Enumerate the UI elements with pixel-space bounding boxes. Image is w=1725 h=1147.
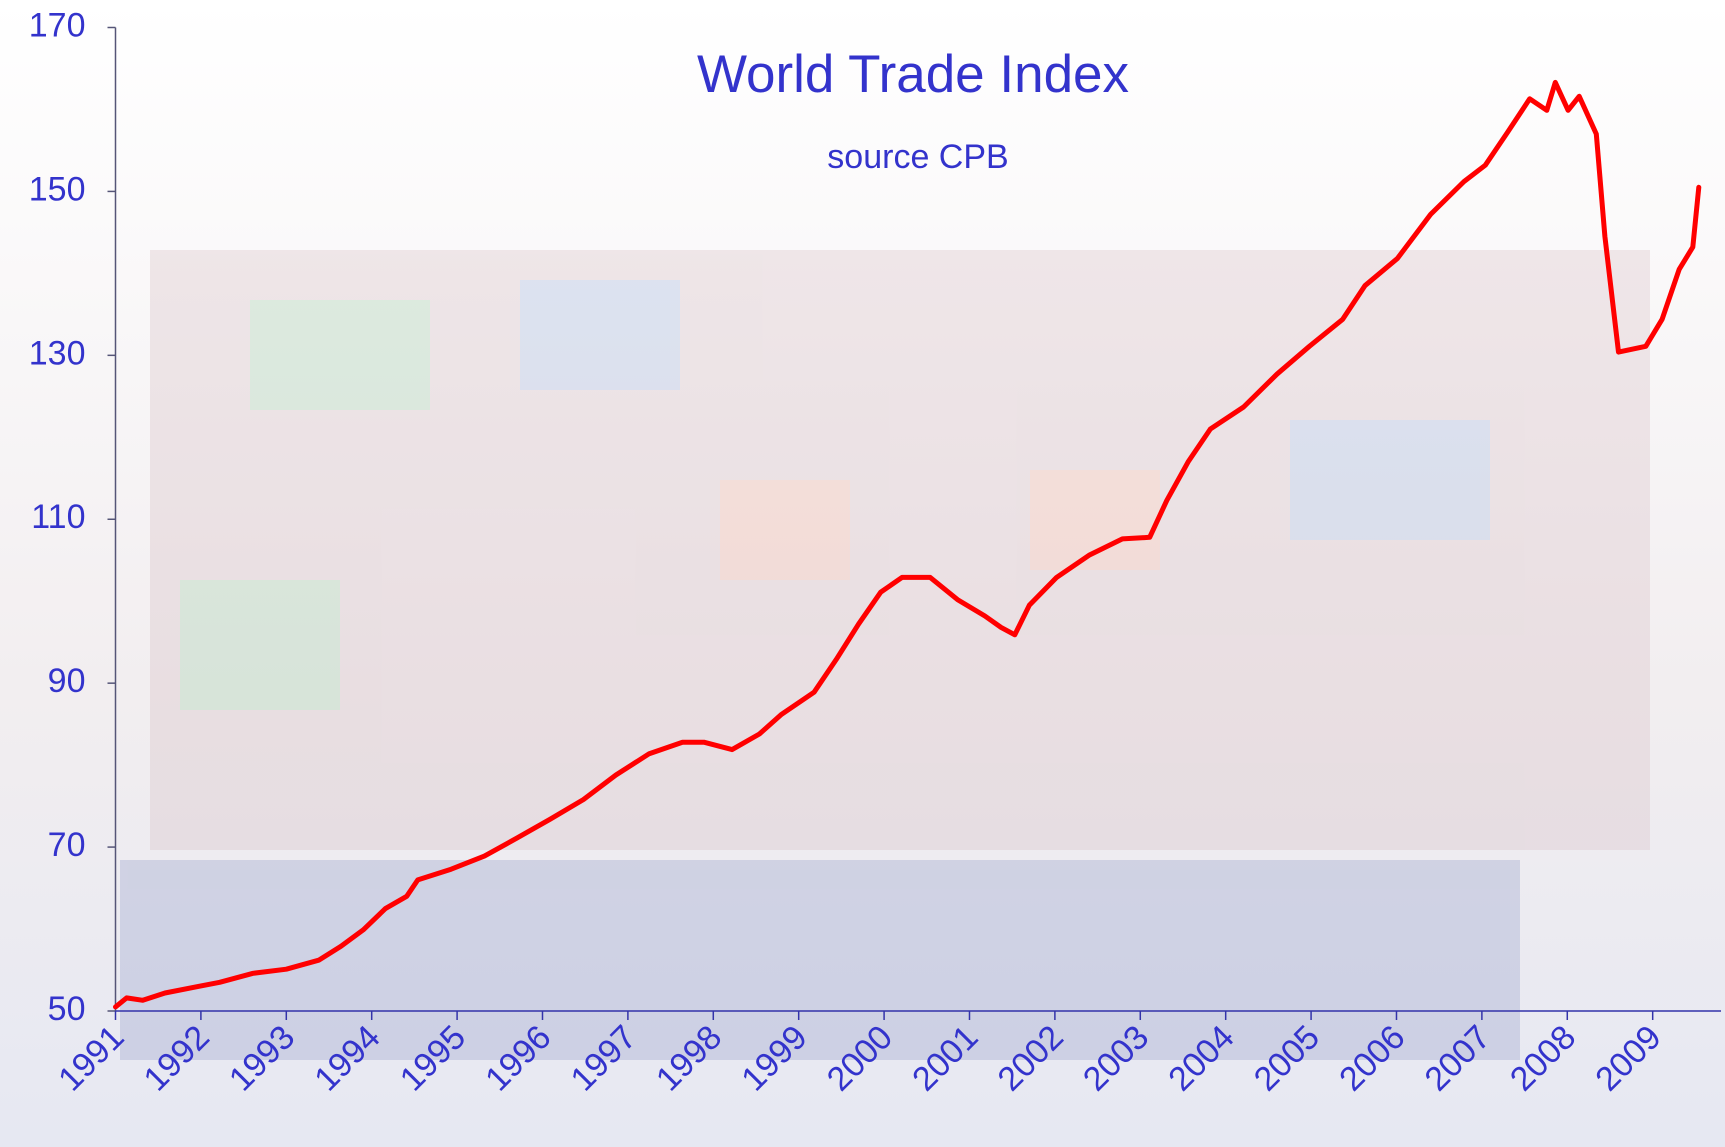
- y-tick-label: 150: [29, 170, 86, 208]
- chart-subtitle: source CPB: [827, 138, 1008, 176]
- data-line: [113, 79, 1702, 1010]
- y-tick-label: 90: [48, 662, 86, 700]
- y-tick-label: 50: [48, 990, 86, 1028]
- chart-title: World Trade Index: [697, 45, 1129, 104]
- y-tick-label: 110: [31, 498, 85, 536]
- y-tick-label: 130: [29, 334, 86, 372]
- background-photo: [120, 250, 1650, 1060]
- y-tick-label: 70: [48, 826, 86, 864]
- y-tick-label: 170: [29, 6, 86, 44]
